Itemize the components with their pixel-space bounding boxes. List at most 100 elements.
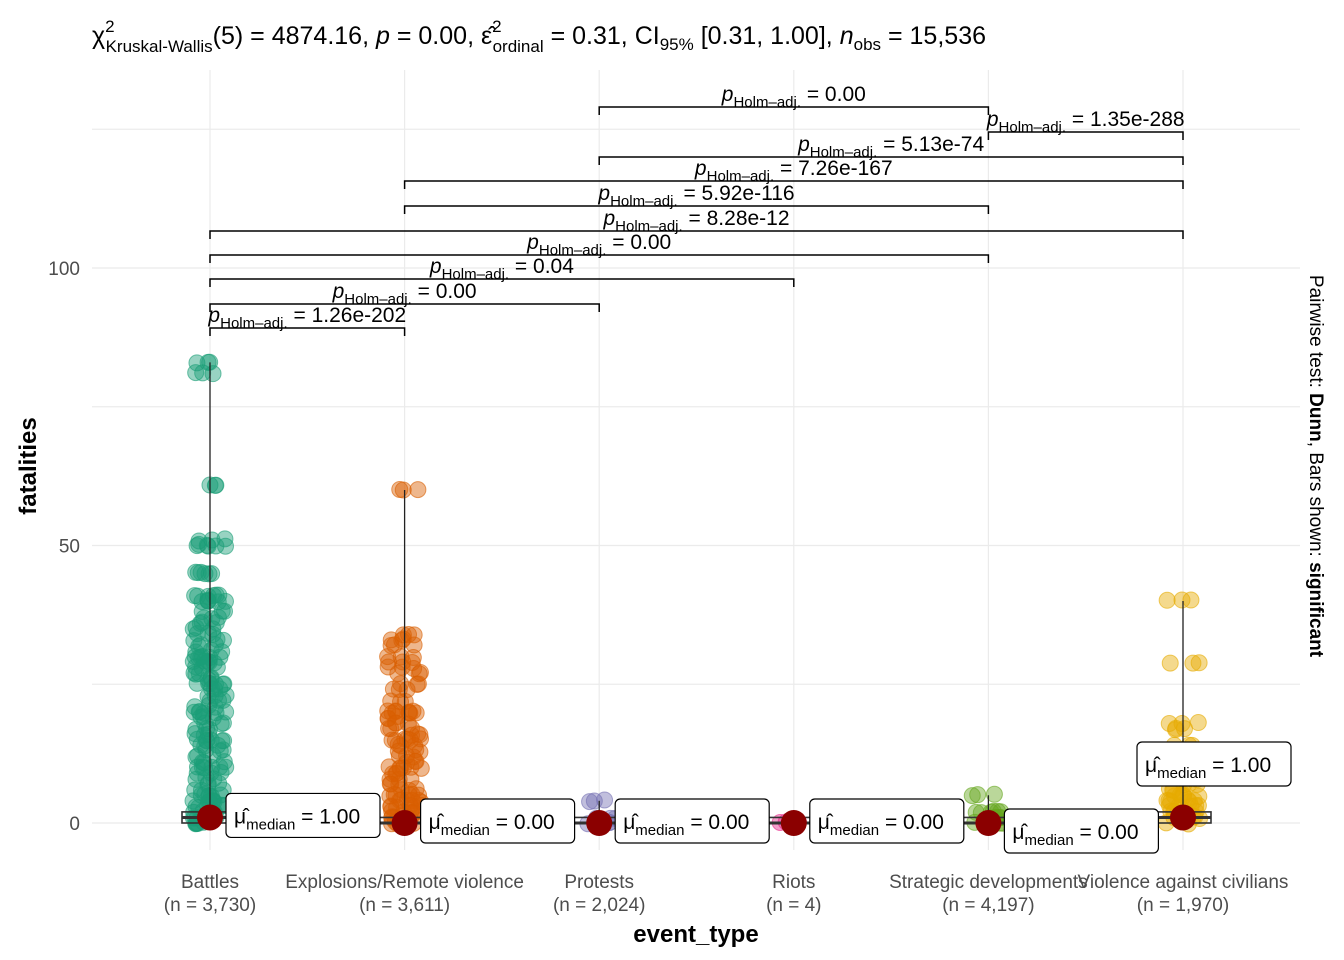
data-point bbox=[969, 786, 987, 804]
median-point bbox=[391, 810, 418, 836]
data-point bbox=[1161, 654, 1179, 672]
median-label-box bbox=[1136, 741, 1292, 787]
data-point bbox=[188, 764, 206, 782]
data-point bbox=[1167, 721, 1185, 739]
significance-bar bbox=[403, 205, 990, 214]
data-point bbox=[200, 565, 218, 583]
data-point bbox=[187, 364, 205, 382]
y-axis-title: fatalities bbox=[15, 417, 42, 514]
pvalue-label: pHolm–adj. = 8.28e-12 bbox=[602, 207, 789, 235]
data-point bbox=[187, 619, 205, 637]
data-point bbox=[1176, 720, 1194, 738]
data-point bbox=[216, 537, 234, 555]
data-point bbox=[412, 759, 430, 777]
data-point bbox=[963, 787, 981, 805]
median-label: μ̂median = 0.00 bbox=[429, 811, 555, 839]
median-point bbox=[780, 810, 807, 836]
x-tick-label: Protests bbox=[564, 872, 634, 893]
pvalue-label: pHolm–adj. = 1.35e-288 bbox=[986, 108, 1185, 136]
median-point bbox=[586, 810, 613, 836]
significance-bar bbox=[598, 156, 1184, 165]
median-label: μ̂median = 0.00 bbox=[1012, 821, 1138, 849]
median-label-box bbox=[1003, 808, 1160, 854]
significance-bar bbox=[598, 106, 990, 115]
data-point bbox=[409, 481, 427, 499]
axes: 0 50 100 Battles(n = 3,730) Explosions/Remot… bbox=[48, 259, 1288, 916]
median-label-box bbox=[420, 798, 576, 844]
median-point bbox=[975, 810, 1002, 836]
data-point bbox=[187, 563, 205, 581]
x-axis-title: event_type bbox=[633, 921, 758, 948]
pvalue-label: pHolm–adj. = 0.04 bbox=[429, 255, 574, 283]
data-point bbox=[1184, 654, 1202, 672]
significance-bar bbox=[209, 230, 1184, 239]
significance-bar bbox=[209, 278, 795, 287]
median-label-box bbox=[614, 798, 770, 844]
caption: Pairwise test: Dunn, Bars shown: signifi… bbox=[1305, 275, 1326, 658]
data-point bbox=[1190, 654, 1208, 672]
data-point bbox=[382, 637, 400, 655]
pvalue-label: pHolm–adj. = 7.26e-167 bbox=[694, 157, 893, 185]
data-point bbox=[1182, 591, 1200, 609]
pvalue-label: pHolm–adj. = 5.13e-74 bbox=[797, 133, 984, 161]
median-label: μ̂median = 0.00 bbox=[818, 811, 944, 839]
x-tick-count: (n = 4) bbox=[766, 895, 821, 916]
data-point bbox=[199, 537, 217, 555]
x-tick-count: (n = 4,197) bbox=[942, 895, 1034, 916]
data-point bbox=[186, 698, 204, 716]
x-tick-count: (n = 2,024) bbox=[553, 895, 645, 916]
significance-bar bbox=[403, 180, 1184, 189]
median-point bbox=[197, 804, 223, 831]
boxplots bbox=[181, 362, 1212, 825]
median-markers: μ̂median = 1.00 μ̂median = 0.00 μ̂median =… bbox=[197, 741, 1292, 854]
pvalue-label: pHolm–adj. = 0.00 bbox=[332, 280, 477, 308]
median-label: μ̂median = 1.00 bbox=[234, 805, 360, 833]
median-label-box bbox=[225, 792, 381, 839]
median-label: μ̂median = 1.00 bbox=[1145, 754, 1271, 782]
x-tick-label: Strategic developments bbox=[889, 872, 1088, 893]
y-tick-label: 0 bbox=[69, 814, 80, 835]
data-points bbox=[184, 353, 1209, 833]
data-point bbox=[596, 791, 614, 809]
data-point bbox=[1158, 591, 1176, 609]
data-point bbox=[1173, 591, 1191, 609]
data-point bbox=[216, 530, 234, 548]
x-tick-label: Explosions/Remote violence bbox=[285, 872, 524, 893]
significance-bar bbox=[209, 303, 600, 312]
median-point bbox=[1170, 804, 1196, 831]
x-tick-label: Battles bbox=[181, 872, 239, 893]
pvalue-label: pHolm–adj. = 5.92e-116 bbox=[597, 182, 794, 210]
significance-bar bbox=[209, 254, 990, 263]
median-label: μ̂median = 0.00 bbox=[623, 811, 749, 839]
data-point bbox=[581, 793, 599, 811]
pvalue-label: pHolm–adj. = 0.00 bbox=[526, 231, 671, 259]
data-point bbox=[198, 536, 216, 554]
pvalue-label: pHolm–adj. = 0.00 bbox=[721, 83, 866, 111]
x-tick-label: Violence against civilians bbox=[1078, 872, 1289, 893]
data-point bbox=[405, 636, 423, 654]
grid bbox=[92, 70, 1300, 850]
data-point bbox=[214, 714, 232, 732]
x-tick-count: (n = 3,611) bbox=[359, 895, 450, 916]
pvalue-label: pHolm–adj. = 1.26e-202 bbox=[207, 304, 406, 332]
data-point bbox=[199, 353, 217, 371]
x-tick-count: (n = 3,730) bbox=[164, 895, 256, 916]
data-point bbox=[194, 364, 212, 382]
significance-bar bbox=[209, 327, 406, 336]
data-point bbox=[391, 480, 409, 498]
data-point bbox=[199, 653, 217, 671]
data-point bbox=[215, 753, 233, 771]
y-tick-label: 50 bbox=[59, 537, 80, 558]
x-tick-count: (n = 1,970) bbox=[1137, 895, 1229, 916]
data-point bbox=[217, 758, 235, 776]
chart-subtitle: χ2 Kruskal-Wallis(5) = 4874.16, p = 0.00,… bbox=[92, 17, 986, 56]
median-label-box bbox=[809, 798, 965, 844]
y-tick-label: 100 bbox=[48, 259, 80, 280]
x-tick-label: Riots bbox=[772, 872, 815, 893]
significance-bar bbox=[987, 131, 1184, 140]
data-point bbox=[207, 476, 225, 494]
data-point bbox=[985, 785, 1003, 803]
data-point bbox=[379, 658, 397, 676]
